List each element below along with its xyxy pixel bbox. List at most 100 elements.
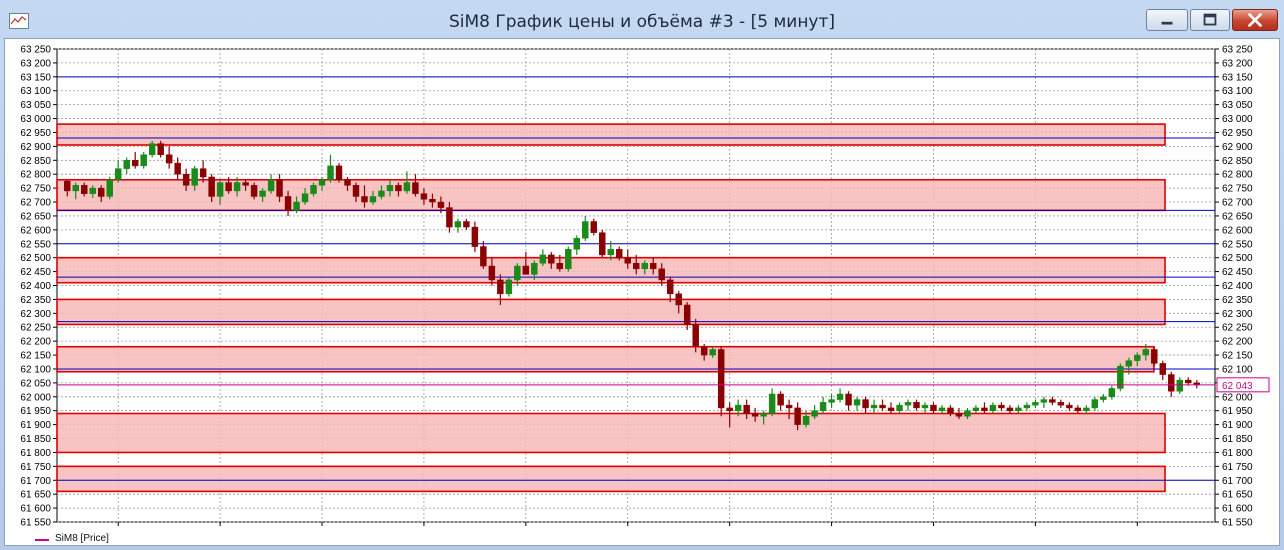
candle-body [106, 179, 113, 197]
candle-body [607, 249, 614, 256]
candle-body [1006, 407, 1014, 411]
y-tick-label-left: 62 650 [20, 211, 51, 222]
candle-body [1176, 379, 1183, 392]
candle-body [896, 404, 903, 411]
candle-body [989, 404, 997, 411]
support-resistance-zone [56, 123, 1166, 146]
y-tick-label-left: 63 250 [20, 45, 51, 56]
candle-body [412, 182, 419, 194]
candle-body [955, 413, 963, 417]
maximize-icon [1203, 13, 1217, 26]
candle-body [1185, 379, 1192, 384]
y-tick-label-right: 63 050 [1222, 100, 1253, 111]
candle-body [267, 179, 275, 192]
candle-body [717, 349, 725, 409]
candle-body [683, 304, 691, 325]
candle-body [794, 407, 801, 425]
candle-body [828, 399, 835, 403]
candle-body [981, 407, 988, 411]
candle-body [165, 154, 173, 164]
candle-body [768, 393, 776, 414]
y-tick-label-right: 62 850 [1222, 156, 1253, 167]
candle-body [930, 404, 937, 411]
candle-body [836, 393, 844, 400]
candle-body [64, 180, 71, 192]
y-tick-label-left: 62 900 [20, 142, 51, 153]
minimize-icon [1161, 21, 1173, 25]
candle-body [123, 160, 130, 169]
candle-body [148, 143, 156, 155]
candle-body [548, 254, 555, 264]
y-tick-label-right: 62 400 [1222, 281, 1253, 292]
candle-body [1074, 407, 1082, 411]
title-bar[interactable]: SiM8 График цены и объёма #3 - [5 минут] [0, 0, 1284, 38]
candle-body [1134, 354, 1141, 361]
candle-body [250, 185, 258, 197]
y-tick-label-left: 62 750 [20, 184, 51, 195]
y-tick-label-left: 62 800 [20, 170, 51, 181]
candle-body [259, 190, 266, 197]
candle-body [1057, 402, 1065, 406]
candle-body [386, 185, 394, 192]
candle-body [870, 404, 878, 409]
candle-body [692, 324, 699, 347]
candle-body [97, 187, 105, 197]
candle-body [777, 393, 784, 406]
candle-body [1023, 404, 1031, 409]
candle-body [616, 249, 623, 258]
candle-body [480, 246, 487, 267]
candle-body [819, 402, 827, 411]
candle-body [862, 399, 869, 409]
y-tick-label-left: 62 250 [20, 323, 51, 334]
legend-label: SiM8 [Price] [55, 533, 109, 544]
legend-swatch [35, 539, 49, 541]
y-tick-label-right: 62 200 [1222, 337, 1253, 348]
candle-body [666, 279, 674, 295]
y-tick-label-left: 62 000 [20, 392, 51, 403]
candle-body [471, 226, 479, 247]
candle-body [913, 402, 920, 409]
y-tick-label-left: 62 500 [20, 253, 51, 264]
candle-body [157, 143, 164, 155]
y-tick-label-left: 61 600 [20, 504, 51, 515]
y-tick-label-right: 62 700 [1222, 198, 1253, 209]
y-tick-label-left: 62 300 [20, 309, 51, 320]
chart-area[interactable]: 63 250 63 250 63 200 63 200 63 150 63 150 63 1… [4, 38, 1280, 546]
candle-body [726, 407, 733, 411]
minimize-button[interactable] [1146, 9, 1188, 31]
candle-body [420, 193, 428, 200]
candle-body [395, 185, 402, 192]
candle-body [72, 185, 79, 192]
y-tick-label-left: 61 800 [20, 448, 51, 459]
y-tick-label-left: 62 700 [20, 198, 51, 209]
close-button[interactable] [1232, 9, 1278, 31]
candle-body [284, 196, 292, 211]
candle-body [1015, 407, 1022, 411]
candle-body [998, 404, 1005, 409]
candle-body [335, 165, 343, 181]
y-tick-label-left: 62 400 [20, 281, 51, 292]
candle-body [318, 179, 326, 186]
candle-body [751, 413, 759, 417]
candle-body [1032, 402, 1039, 406]
maximize-button[interactable] [1190, 9, 1230, 31]
y-tick-label-right: 62 350 [1222, 295, 1253, 306]
candle-body [811, 410, 818, 417]
candle-body [590, 221, 598, 233]
candle-body [760, 413, 767, 417]
candle-body [369, 196, 377, 203]
price-chart[interactable]: 63 250 63 250 63 200 63 200 63 150 63 150 63 1… [5, 39, 1279, 529]
candle-body [429, 198, 436, 203]
candle-body [1117, 365, 1124, 389]
candle-body [522, 265, 530, 275]
y-tick-label-right: 62 800 [1222, 170, 1253, 181]
y-tick-label-left: 63 050 [20, 100, 51, 111]
candle-body [887, 407, 895, 411]
candle-body [556, 262, 564, 270]
y-tick-label-right: 62 150 [1222, 351, 1253, 362]
candle-body [1125, 360, 1133, 367]
y-tick-label-left: 61 550 [20, 518, 51, 529]
candle-body [700, 346, 708, 356]
current-price-box [1216, 377, 1270, 393]
